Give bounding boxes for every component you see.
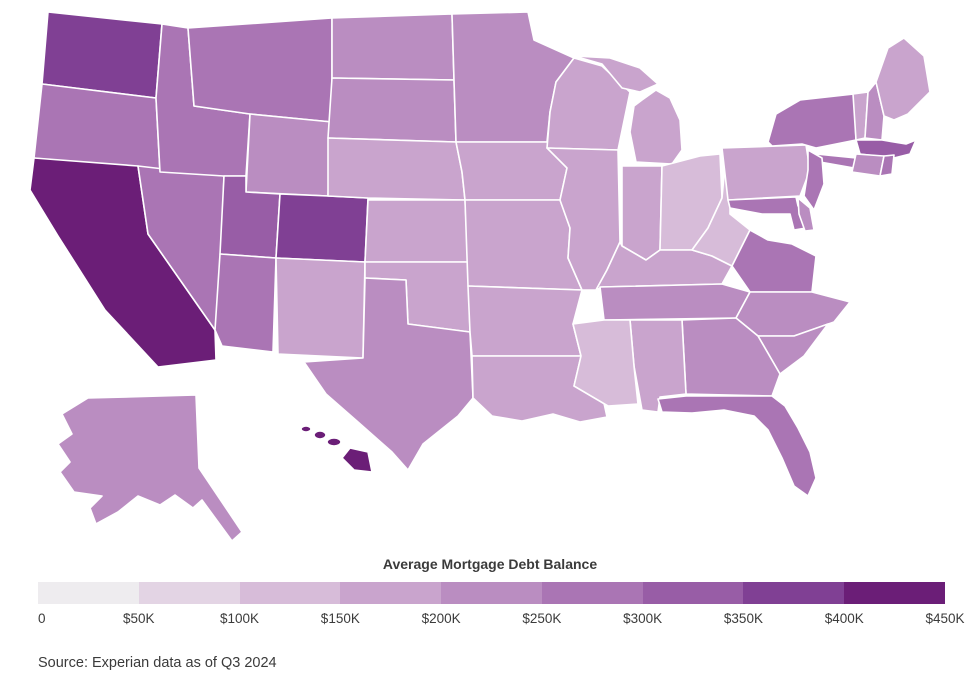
legend-tick-label: $450K	[925, 611, 965, 626]
legend-segment	[541, 582, 643, 604]
state-HI-maui	[326, 437, 342, 447]
state-WY	[245, 113, 333, 197]
legend: Average Mortgage Debt Balance 0 $50K $100K…	[0, 556, 980, 629]
state-VA	[731, 229, 817, 293]
state-MT	[187, 17, 333, 123]
state-CT	[851, 153, 885, 177]
state-IN	[621, 165, 663, 261]
legend-segment	[138, 582, 240, 604]
state-IL	[546, 147, 621, 291]
state-NY	[767, 93, 857, 149]
legend-title: Average Mortgage Debt Balance	[382, 556, 598, 572]
legend-segment	[38, 582, 139, 604]
legend-segment	[844, 582, 946, 604]
state-TN	[599, 283, 751, 321]
legend-labels: 0 $50K $100K $150K $200K $250K $300K $350K $400K…	[38, 611, 965, 629]
legend-segment	[642, 582, 744, 604]
state-RI	[879, 154, 895, 177]
state-HI-oahu	[313, 430, 327, 440]
state-KS	[364, 199, 469, 263]
state-ND	[331, 13, 455, 81]
state-ME	[875, 37, 931, 121]
legend-bar	[38, 582, 946, 604]
state-NE	[327, 137, 466, 201]
legend-tick-label: 0	[38, 611, 46, 626]
legend-segment	[441, 582, 542, 604]
state-PA	[721, 144, 811, 201]
state-SD	[327, 77, 457, 143]
state-NM	[275, 257, 366, 359]
legend-tick-label: $300K	[623, 611, 663, 626]
legend-tick-label: $100K	[220, 611, 260, 626]
state-MI-lower	[629, 89, 683, 165]
state-HI-kauai	[300, 425, 312, 433]
legend-tick-label: $50K	[123, 611, 155, 626]
legend-tick-label: $250K	[522, 611, 562, 626]
state-AK	[57, 394, 243, 542]
legend-segment	[239, 582, 341, 604]
state-TX	[303, 277, 474, 471]
state-FL	[657, 395, 817, 497]
state-MI-upper	[573, 55, 659, 93]
source-text: Source: Experian data as of Q3 2024	[38, 655, 277, 671]
state-NC	[735, 291, 851, 337]
legend-tick-label: $200K	[421, 611, 461, 626]
state-MD	[727, 196, 807, 231]
state-AZ	[214, 253, 277, 353]
states-group	[29, 11, 931, 542]
state-WA	[41, 11, 163, 99]
legend-tick-label: $350K	[723, 611, 763, 626]
state-CO	[275, 193, 369, 263]
legend-segment	[743, 582, 845, 604]
us-map	[29, 11, 931, 542]
state-AR	[467, 285, 583, 357]
legend-segment	[340, 582, 442, 604]
state-MS	[572, 319, 639, 407]
legend-tick-label: $400K	[824, 611, 864, 626]
legend-tick-label: $150K	[320, 611, 360, 626]
state-HI-big-island	[341, 447, 373, 473]
state-NJ	[803, 149, 825, 211]
state-DE	[797, 197, 815, 232]
